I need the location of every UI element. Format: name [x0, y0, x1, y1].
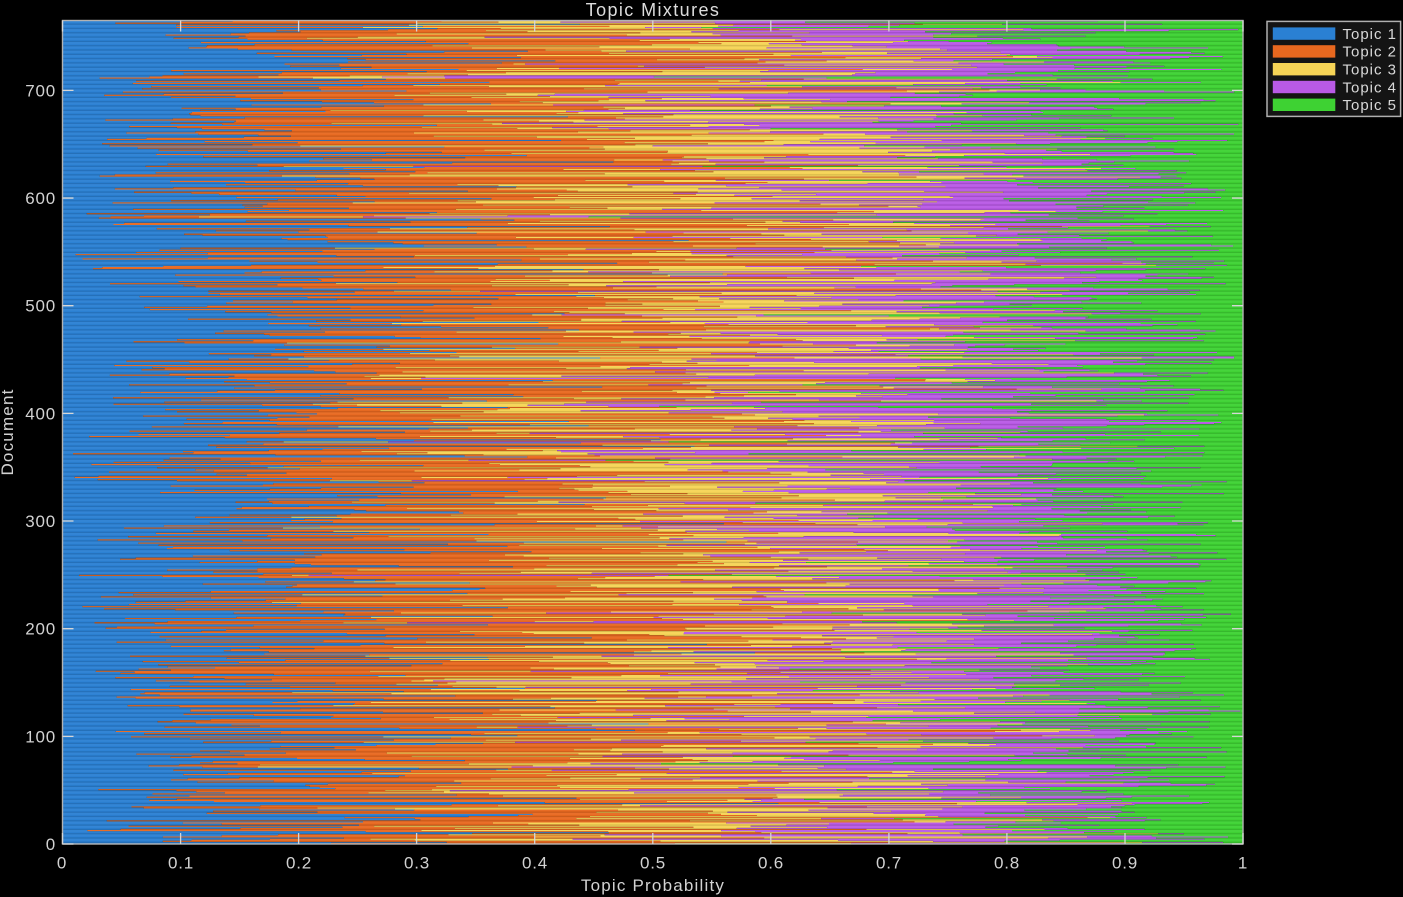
svg-text:100: 100 — [25, 727, 56, 746]
svg-text:Topic 3: Topic 3 — [1343, 62, 1398, 79]
svg-text:0.3: 0.3 — [404, 854, 430, 873]
svg-text:0.1: 0.1 — [168, 854, 194, 873]
svg-text:1: 1 — [1238, 854, 1248, 873]
svg-text:0.2: 0.2 — [286, 854, 312, 873]
svg-text:Topic Probability: Topic Probability — [581, 876, 725, 895]
svg-text:600: 600 — [25, 189, 56, 208]
svg-text:500: 500 — [25, 297, 56, 316]
svg-text:Topic Mixtures: Topic Mixtures — [586, 0, 721, 20]
svg-text:300: 300 — [25, 512, 56, 531]
svg-text:200: 200 — [25, 620, 56, 639]
svg-text:0.7: 0.7 — [876, 854, 902, 873]
svg-text:Topic 4: Topic 4 — [1343, 79, 1398, 96]
svg-text:0: 0 — [46, 835, 56, 854]
svg-text:400: 400 — [25, 404, 56, 423]
svg-text:0.9: 0.9 — [1112, 854, 1138, 873]
svg-text:700: 700 — [25, 81, 56, 100]
svg-text:Document: Document — [0, 388, 17, 475]
svg-text:Topic 2: Topic 2 — [1343, 44, 1398, 61]
svg-text:0.4: 0.4 — [522, 854, 548, 873]
svg-text:Topic 1: Topic 1 — [1343, 26, 1398, 43]
svg-text:0.5: 0.5 — [640, 854, 666, 873]
svg-text:0: 0 — [57, 854, 67, 873]
svg-text:0.8: 0.8 — [994, 854, 1020, 873]
svg-text:Topic 5: Topic 5 — [1343, 97, 1398, 114]
svg-text:0.6: 0.6 — [758, 854, 784, 873]
